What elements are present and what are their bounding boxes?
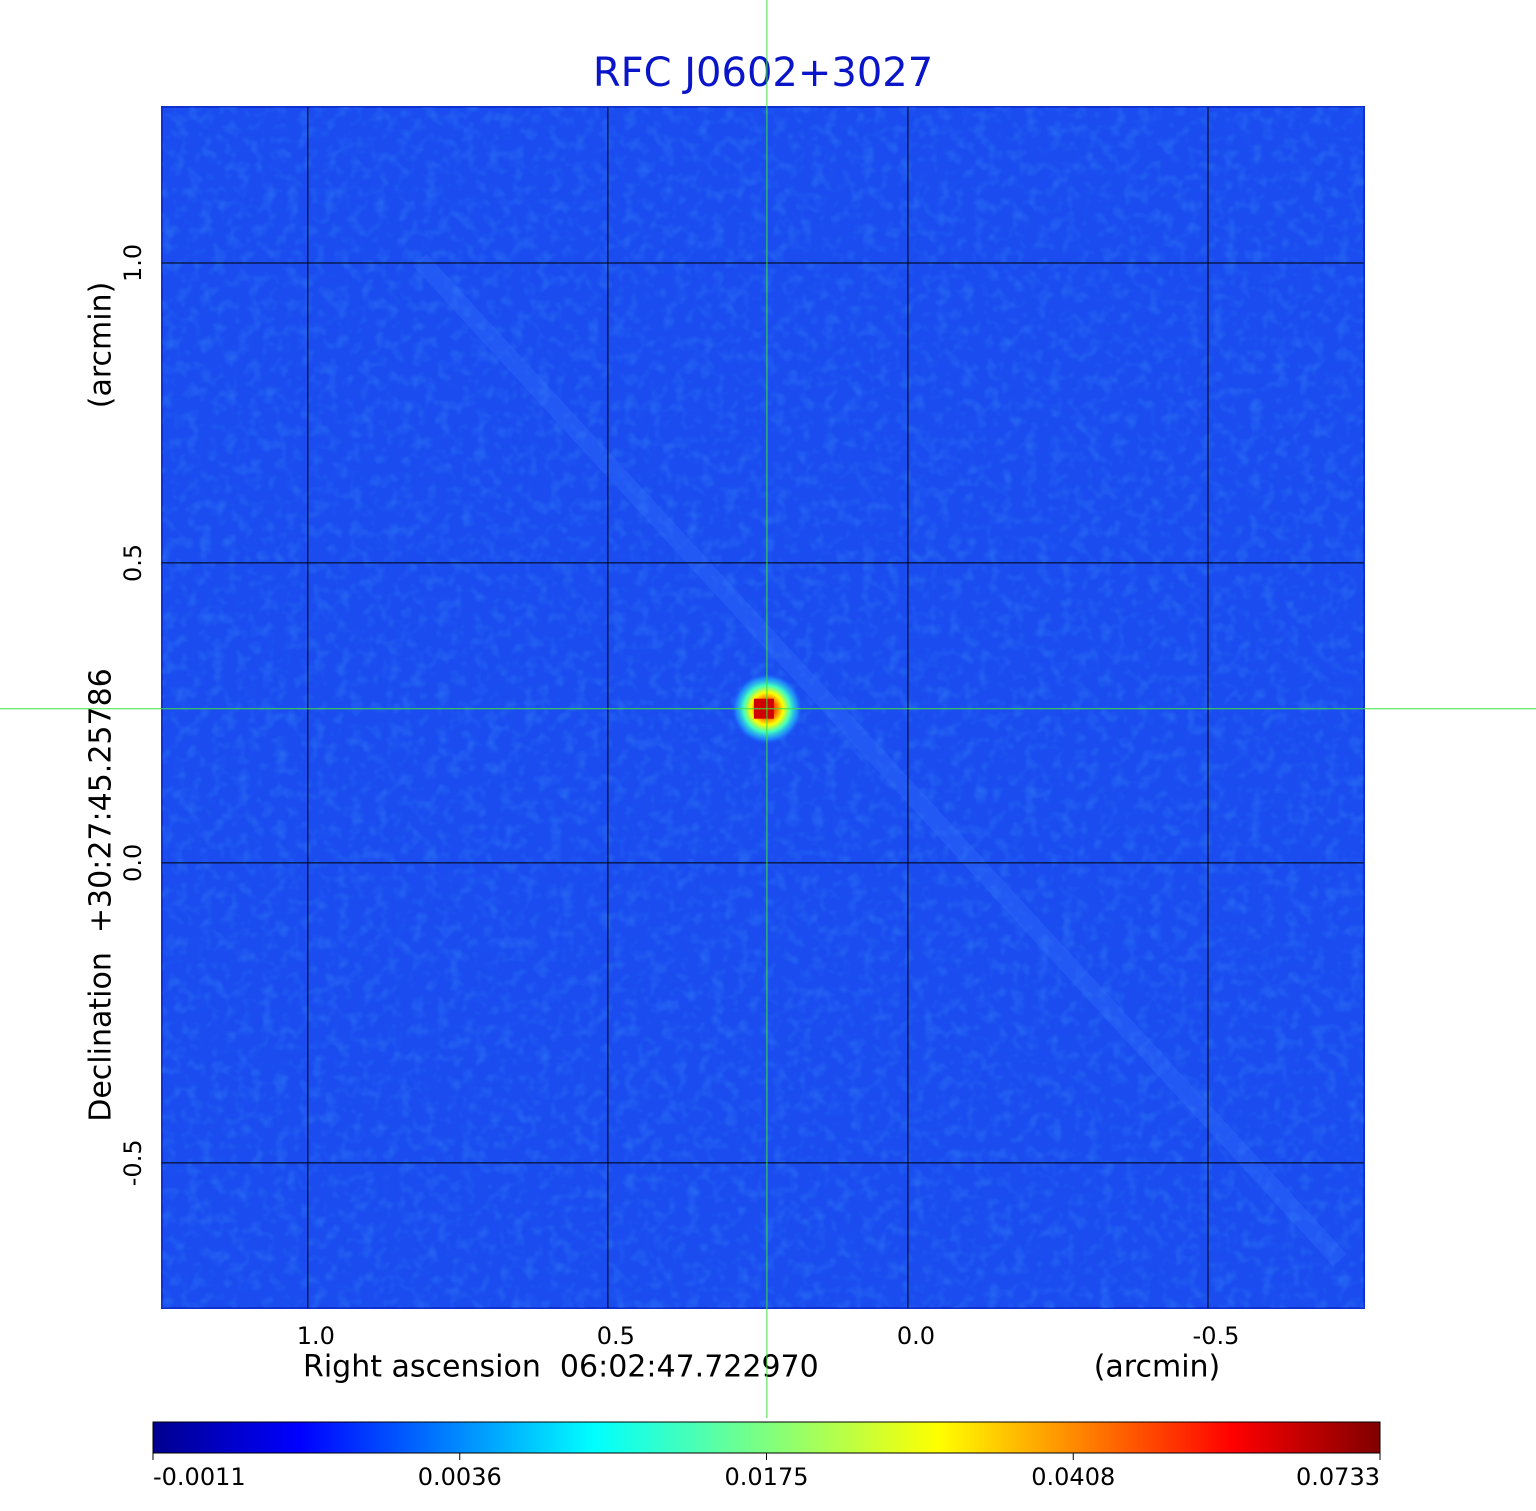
colorbar-tick-label: 0.0408 <box>1031 1463 1115 1491</box>
x-axis-unit: (arcmin) <box>1094 1350 1221 1385</box>
colorbar-tick-label: 0.0036 <box>418 1463 502 1491</box>
x-tick-label: 1.0 <box>297 1322 335 1350</box>
x-tick-label: 0.5 <box>597 1322 635 1350</box>
chart-title: RFC J0602+3027 <box>593 50 933 96</box>
y-axis-label: Declination +30:27:45.25786 <box>84 668 119 1122</box>
colorbar-tick-label: 0.0175 <box>725 1463 809 1491</box>
colorbar <box>152 1421 1381 1454</box>
y-tick-label: 0.0 <box>119 844 147 882</box>
y-tick-label: 1.0 <box>119 244 147 282</box>
y-axis-unit: (arcmin) <box>84 282 119 409</box>
x-tick-label: 0.0 <box>897 1322 935 1350</box>
x-axis-label: Right ascension 06:02:47.722970 <box>303 1350 819 1385</box>
sidelobe <box>413 253 1347 1267</box>
y-tick-label: 0.5 <box>119 544 147 582</box>
colorbar-tick-label: 0.0733 <box>1296 1463 1380 1491</box>
colorbar-tick-label: -0.0011 <box>153 1463 246 1491</box>
y-tick-label: -0.5 <box>119 1139 147 1186</box>
x-tick-label: -0.5 <box>1193 1322 1240 1350</box>
